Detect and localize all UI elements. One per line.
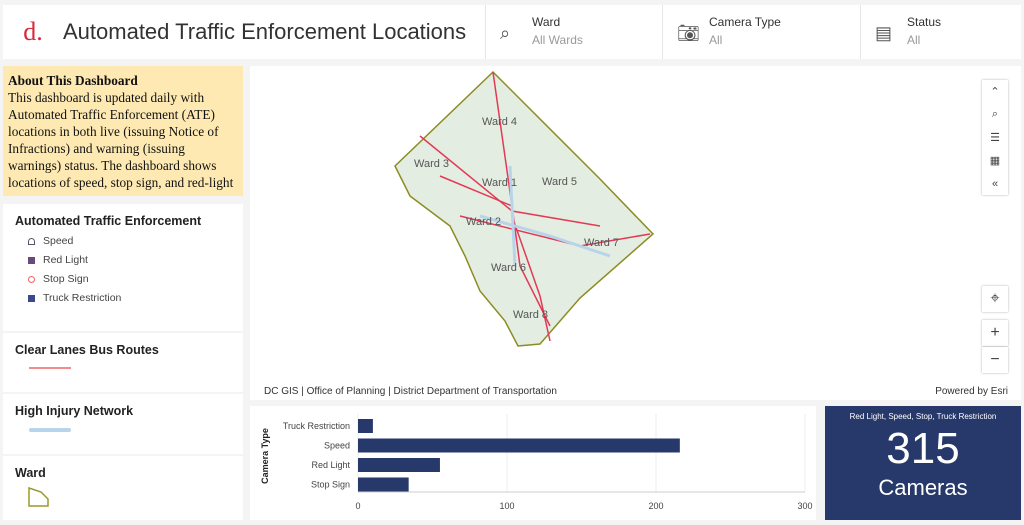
page-title: Automated Traffic Enforcement Locations — [63, 19, 467, 44]
kpi-subtitle: Red Light, Speed, Stop, Truck Restrictio… — [849, 412, 997, 421]
bar — [358, 438, 680, 453]
legend-ate: Automated Traffic Enforcement Speed Red … — [3, 204, 243, 331]
about-panel: About This Dashboard This dashboard is u… — [3, 66, 243, 196]
y-tick-label: Truck Restriction — [283, 421, 350, 431]
camera-icon: 📷︎ — [677, 23, 700, 43]
zoom-out-button[interactable]: − — [982, 347, 1008, 373]
district-boundary — [394, 70, 655, 347]
x-tick-label: 0 — [355, 501, 360, 511]
ward-filter[interactable]: ⌕ Ward All Wards — [485, 5, 662, 59]
legend-title: Ward — [15, 466, 46, 480]
filter-value: All Wards — [532, 33, 583, 47]
ward-label: Ward 4 — [482, 116, 517, 128]
ward-label: Ward 6 — [491, 262, 526, 274]
bar — [358, 419, 373, 433]
locate-icon[interactable]: ⌖ — [982, 286, 1008, 312]
logo: d. — [23, 17, 43, 46]
filter-value: All — [709, 33, 723, 47]
chevrons-left-icon[interactable]: « — [991, 177, 999, 190]
form-icon: ▤ — [875, 23, 893, 43]
ward-labels: Ward 4 Ward 3 Ward 1 Ward 5 Ward 2 Ward … — [414, 116, 619, 321]
legend-label: Truck Restriction — [43, 292, 122, 304]
ward-label: Ward 7 — [584, 237, 619, 249]
ward-label: Ward 1 — [482, 177, 517, 189]
legend-bus: Clear Lanes Bus Routes — [3, 333, 243, 392]
kpi-card: Red Light, Speed, Stop, Truck Restrictio… — [825, 406, 1021, 520]
map-attribution: DC GIS | Office of Planning | District D… — [264, 386, 557, 397]
zoom-in-button[interactable]: + — [982, 320, 1008, 346]
ward-polygon-icon — [28, 486, 49, 507]
filter-value: All — [907, 33, 921, 47]
ward-label: Ward 2 — [466, 216, 501, 228]
map-pin-search-icon: ⌕ — [500, 23, 511, 43]
header: d. Automated Traffic Enforcement Locatio… — [3, 5, 1021, 59]
y-tick-label: Stop Sign — [311, 480, 350, 490]
speedometer-icon — [28, 237, 35, 245]
legend-item-stop-sign: Stop Sign — [28, 273, 231, 285]
kpi-label: Cameras — [878, 475, 968, 500]
x-tick-label: 200 — [648, 501, 663, 511]
bar-chart: 0 100 200 300 Truck Restriction Speed Red Ligh… — [260, 414, 813, 511]
x-tick-label: 100 — [499, 501, 514, 511]
about-body: This dashboard is updated daily with Aut… — [8, 90, 234, 190]
legend-item-red-light: Red Light — [28, 254, 231, 266]
high-injury-network — [479, 165, 611, 267]
search-icon[interactable]: ⌕ — [991, 108, 999, 120]
legend-list-icon[interactable]: ☰ — [990, 132, 1000, 144]
y-axis-title: Camera Type — [260, 428, 270, 484]
status-filter[interactable]: ▤ Status All — [860, 5, 1021, 59]
bar — [358, 477, 409, 492]
legend-item-truck: Truck Restriction — [28, 292, 231, 304]
filter-label: Ward — [532, 15, 561, 29]
filter-label: Status — [907, 15, 942, 29]
ward-label: Ward 5 — [542, 176, 577, 188]
filter-label: Camera Type — [709, 15, 781, 29]
legend-hin: High Injury Network — [3, 394, 243, 454]
x-tick-label: 300 — [797, 501, 812, 511]
legend-item-speed: Speed — [28, 235, 231, 247]
bus-route-swatch — [29, 367, 71, 369]
legend-label: Speed — [43, 235, 74, 247]
powered-by[interactable]: Powered by Esri — [935, 386, 1008, 397]
bar — [358, 458, 440, 472]
legend-label: Stop Sign — [43, 273, 89, 285]
camera-type-filter[interactable]: 📷︎ Camera Type All — [662, 5, 860, 59]
truck-icon — [28, 294, 35, 302]
traffic-light-icon — [28, 256, 35, 264]
dc-map[interactable]: Ward 4 Ward 3 Ward 1 Ward 5 Ward 2 Ward … — [250, 66, 1021, 400]
y-tick-label: Speed — [324, 441, 350, 451]
ward-label: Ward 8 — [513, 309, 548, 321]
kpi-value: 315 — [886, 424, 960, 473]
legend-label: Red Light — [43, 254, 88, 266]
legend-ward: Ward — [3, 456, 243, 520]
y-tick-label: Red Light — [311, 460, 350, 470]
map[interactable]: Ward 4 Ward 3 Ward 1 Ward 5 Ward 2 Ward … — [250, 66, 1021, 400]
collapse-icon[interactable]: ⌃ — [990, 86, 1000, 98]
about-title: About This Dashboard — [8, 73, 138, 88]
legend-title: High Injury Network — [15, 404, 134, 418]
stop-sign-icon — [28, 275, 35, 283]
map-toolbar: ⌃ ⌕ ☰ ▦ « — [982, 80, 1008, 195]
qr-basemap-icon[interactable]: ▦ — [989, 155, 1001, 167]
camera-type-chart: 0 100 200 300 Truck Restriction Speed Red Ligh… — [250, 406, 816, 520]
hin-swatch — [29, 428, 71, 432]
ward-label: Ward 3 — [414, 158, 449, 170]
legend-title: Automated Traffic Enforcement — [15, 214, 202, 228]
legend-title: Clear Lanes Bus Routes — [15, 343, 159, 357]
